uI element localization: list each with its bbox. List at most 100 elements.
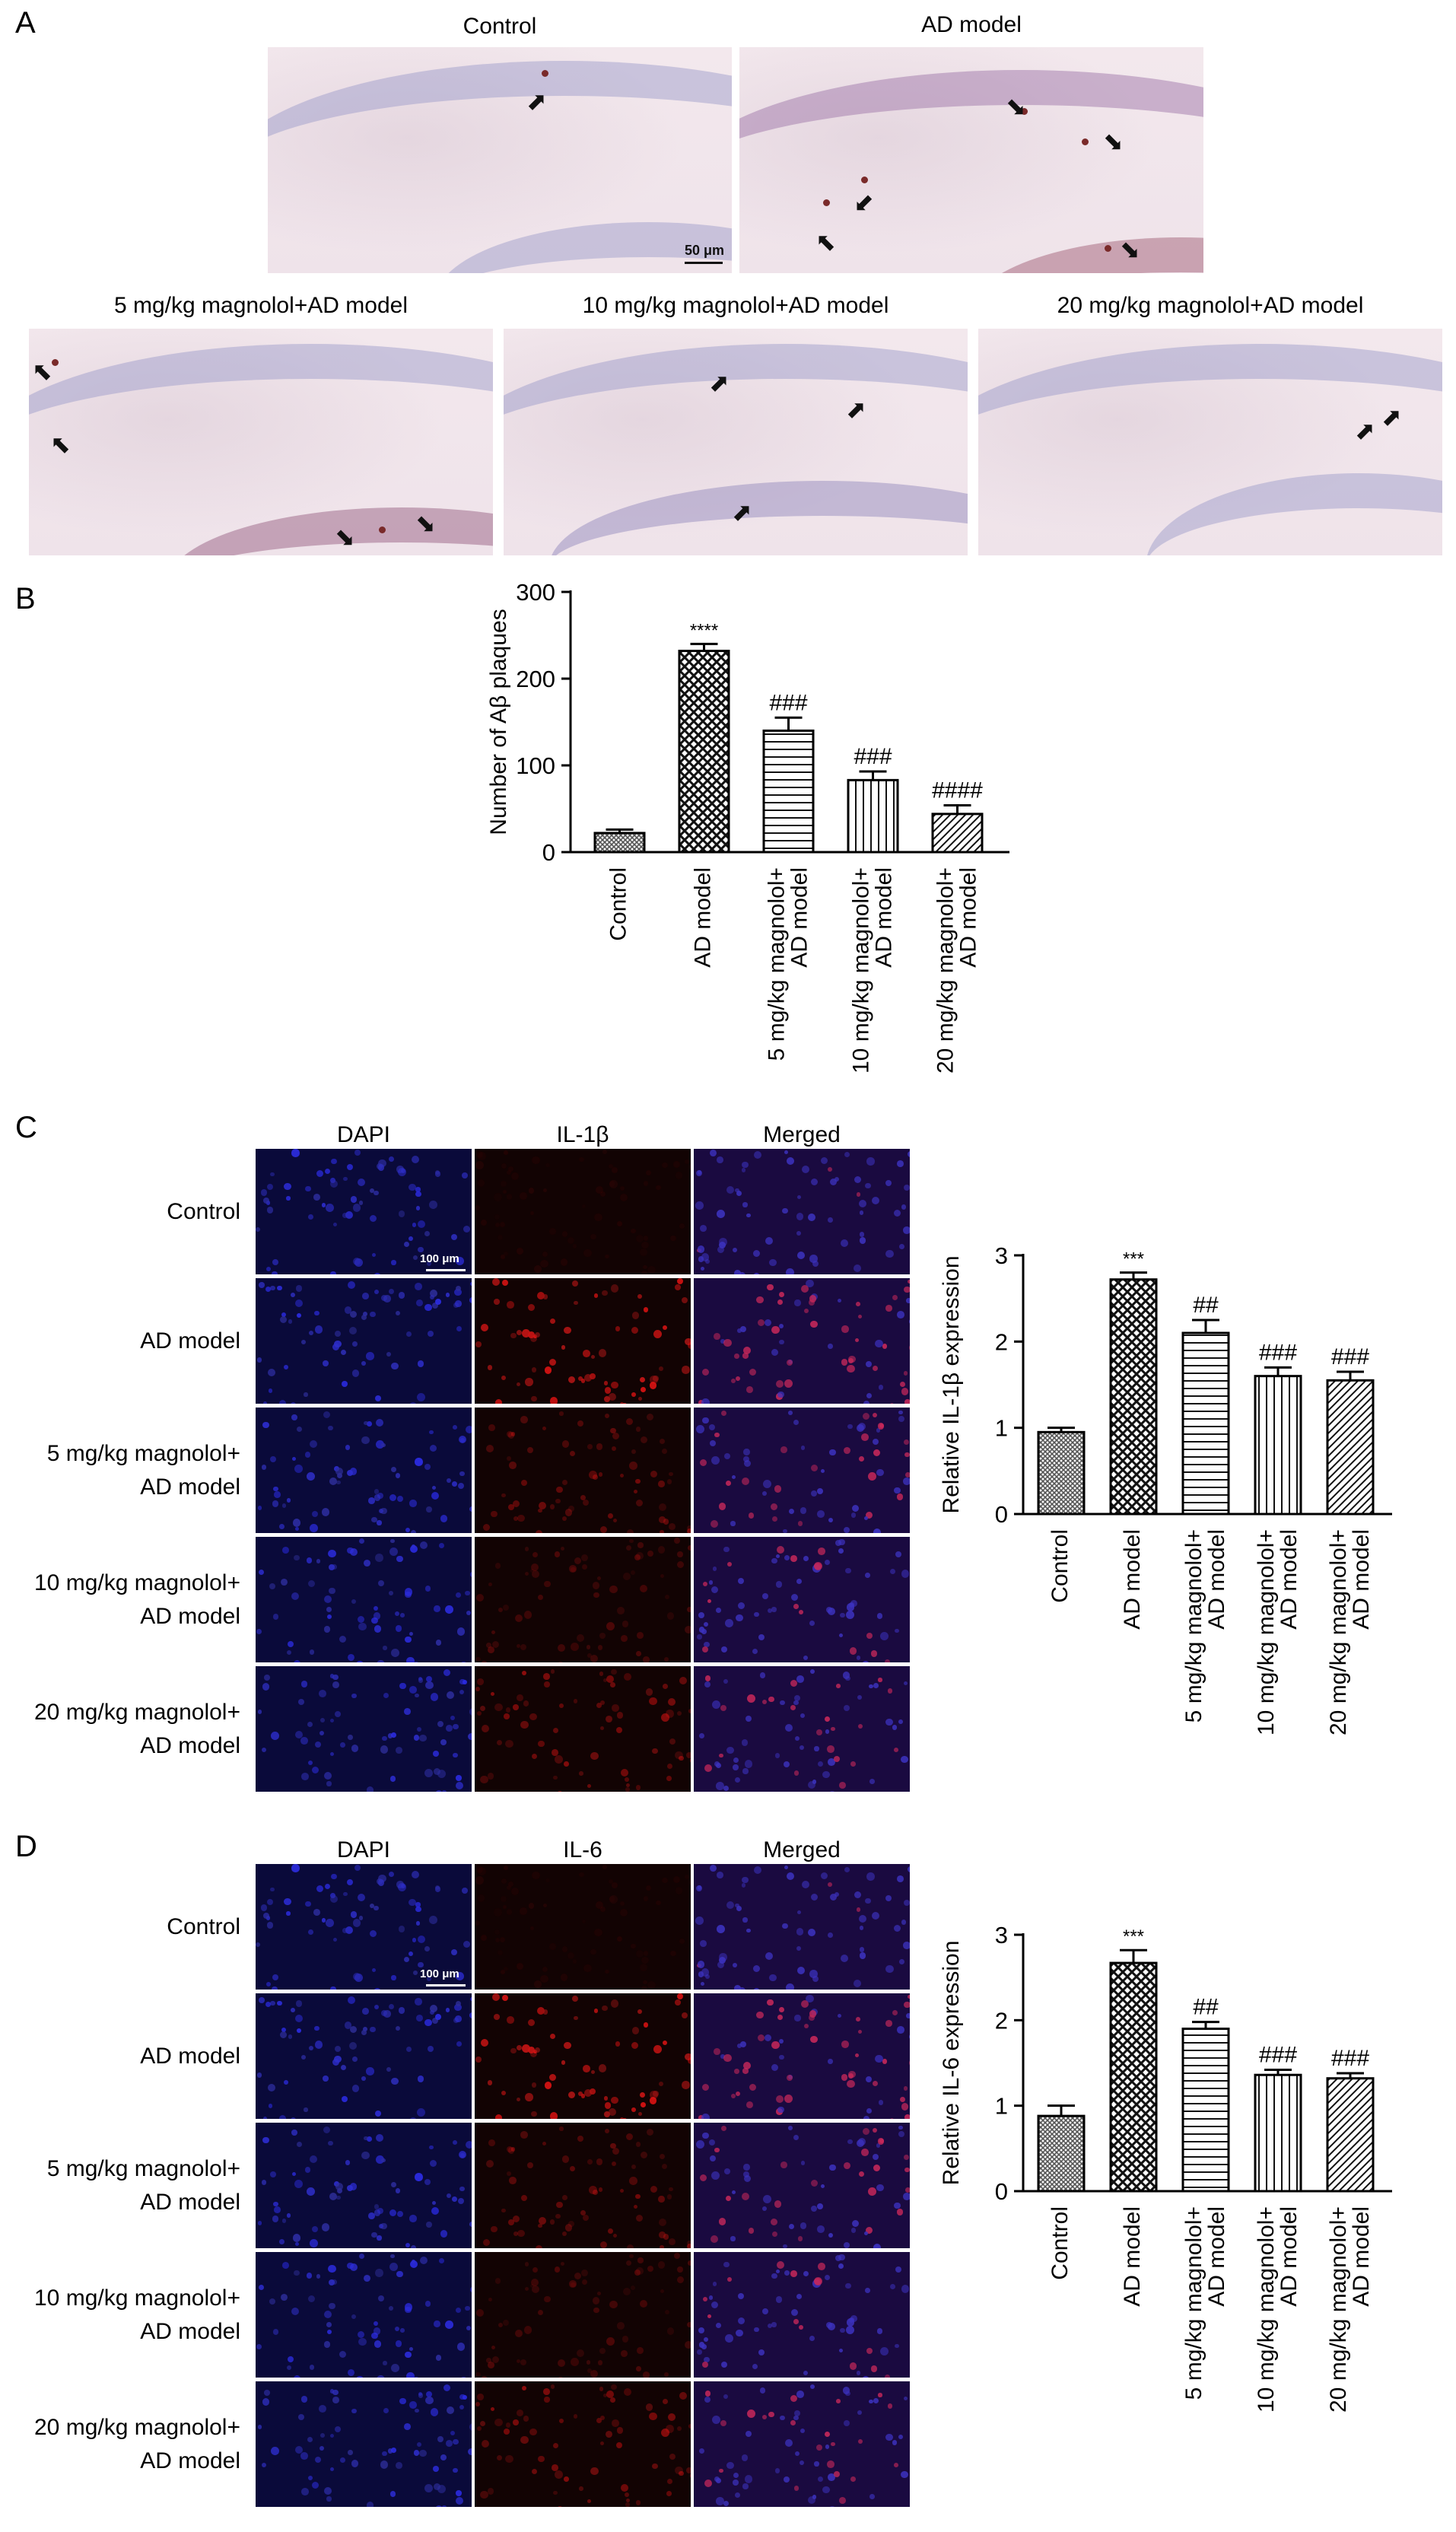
y-tick-label: 1 (995, 2093, 1008, 2120)
panel-label-a: A (15, 6, 36, 40)
chart-c: 0 1 2 3 Relative IL-1β expression Control *** A… (939, 1242, 1392, 1735)
y-axis-label: Relative IL-1β expression (939, 1255, 964, 1513)
y-tick-label: 0 (995, 1501, 1008, 1528)
panel-c-row-label: 5 mg/kg magnolol+ AD model (15, 1437, 240, 1504)
panel-d-row-label-line: AD model (140, 2448, 240, 2473)
panel-a-title-5mg: 5 mg/kg magnolol+AD model (113, 293, 409, 318)
panel-c-row-label: 10 mg/kg magnolol+ AD model (15, 1567, 240, 1633)
panel-c-image-dapi: 100 μm (256, 1149, 472, 1274)
panel-c-image-red (475, 1537, 691, 1662)
y-tick-label: 3 (995, 1242, 1008, 1269)
panel-d-image-merged (694, 2381, 910, 2507)
panel-c-image-dapi (256, 1278, 472, 1404)
panel-d-row-label-line: 5 mg/kg magnolol+ (46, 2155, 240, 2181)
panel-c-row-label-line: 20 mg/kg magnolol+ (34, 1699, 240, 1725)
x-tick-label: AD model (1120, 2206, 1145, 2307)
bar (1254, 1375, 1302, 1516)
scale-bar-label: 100 μm (420, 1967, 459, 1980)
arrow-icon: ⬊ (415, 510, 436, 537)
arrow-icon: ⬈ (846, 396, 866, 423)
panel-a-image-ad-model: ⬊ ⬊ ⬋ ⬉ ⬊ (739, 47, 1203, 273)
arrow-icon: ⬉ (50, 431, 71, 458)
panel-d-row-label: Control (15, 1910, 240, 1944)
arrow-icon: ⬊ (1103, 128, 1124, 155)
y-tick-label: 300 (516, 579, 555, 606)
chart-d: 0 1 2 3 Relative IL-6 expression Control *** AD… (939, 1922, 1392, 2413)
panel-label-d: D (15, 1830, 37, 1863)
panel-d-row-label-line: AD model (140, 2043, 240, 2069)
scale-bar (685, 262, 723, 264)
x-tick-label: 20 mg/kg magnolol+AD model (933, 867, 981, 1074)
arrow-icon: ⬊ (1006, 93, 1026, 120)
panel-d-image-merged (694, 1864, 910, 1990)
bar (1037, 1430, 1086, 1516)
panel-c-row-label-line: AD model (140, 1328, 240, 1353)
panel-d-row-label-line: Control (167, 1913, 240, 1939)
bar (1181, 2028, 1230, 2193)
arrow-icon: ⬈ (1355, 417, 1375, 444)
panel-c-row-label-line: 10 mg/kg magnolol+ (34, 1570, 240, 1595)
panel-c-row-label: Control (15, 1195, 240, 1229)
scale-bar (426, 1984, 466, 1986)
y-axis-label: Relative IL-6 expression (939, 1941, 964, 2186)
significance-label: ### (1259, 1340, 1297, 1365)
panel-d-image-dapi (256, 1993, 472, 2119)
x-tick-label: 10 mg/kg magnolol+AD model (1254, 2206, 1302, 2413)
panel-d-row-label-line: AD model (140, 2189, 240, 2215)
significance-label: ### (1331, 2046, 1369, 2071)
panel-d-image-red (475, 2252, 691, 2378)
panel-d-image-merged (694, 2252, 910, 2378)
arrow-icon: ⬉ (32, 358, 52, 385)
x-tick-label: 5 mg/kg magnolol+AD model (765, 867, 812, 1061)
panel-c-image-red (475, 1278, 691, 1404)
panel-c-image-red (475, 1408, 691, 1533)
panel-a-image-5mg: ⬉ ⬉ ⬊ ⬊ (29, 329, 493, 555)
y-tick-label: 0 (542, 839, 555, 866)
panel-c-image-red (475, 1666, 691, 1792)
y-tick-label: 2 (995, 1328, 1008, 1355)
significance-label: ### (1259, 2042, 1297, 2067)
panel-c-row-label-line: AD model (140, 1732, 240, 1758)
bar (1037, 2114, 1086, 2193)
bar (1254, 2073, 1302, 2193)
arrow-icon: ⬈ (526, 87, 547, 115)
x-tick-label: 10 mg/kg magnolol+AD model (849, 867, 897, 1074)
panel-c-row-label: 20 mg/kg magnolol+ AD model (15, 1696, 240, 1763)
significance-label: ## (1193, 1293, 1219, 1318)
panel-a-image-control: ⬈ 50 μm (268, 47, 732, 273)
significance-label: ### (1331, 1344, 1369, 1369)
panel-d-col-title-il6: IL-6 (563, 1837, 602, 1862)
panel-c-row-label-line: AD model (140, 1474, 240, 1500)
scale-bar (426, 1269, 466, 1271)
significance-label: #### (932, 778, 983, 803)
x-tick-label: 20 mg/kg magnolol+AD model (1326, 2206, 1374, 2413)
panel-d-row-label: 5 mg/kg magnolol+ AD model (15, 2152, 240, 2219)
panel-d-image-dapi: 100 μm (256, 1864, 472, 1990)
x-tick-label: 20 mg/kg magnolol+AD model (1326, 1529, 1374, 1735)
x-tick-label: Control (1047, 1529, 1073, 1603)
significance-label: ### (769, 690, 807, 715)
panel-c-col-title-merged: Merged (763, 1122, 841, 1147)
panel-d-image-dapi (256, 2123, 472, 2248)
panel-c-row-label-line: Control (167, 1198, 240, 1224)
x-tick-label: 10 mg/kg magnolol+AD model (1254, 1529, 1302, 1735)
arrow-icon: ⬊ (335, 523, 355, 551)
bar (847, 778, 899, 854)
scale-bar-label: 100 μm (420, 1252, 459, 1265)
x-tick-label: 5 mg/kg magnolol+AD model (1181, 2206, 1229, 2400)
panel-d-image-dapi (256, 2381, 472, 2507)
panel-label-b: B (15, 582, 36, 616)
panel-d-row-label-line: 10 mg/kg magnolol+ (34, 2285, 240, 2311)
panel-a-image-20mg: ⬈ ⬈ (978, 329, 1442, 555)
bar (1109, 1961, 1158, 2193)
panel-c-image-merged (694, 1278, 910, 1404)
panel-a-image-10mg: ⬈ ⬈ ⬈ (504, 329, 968, 555)
panel-c-col-title-dapi: DAPI (336, 1122, 391, 1147)
significance-label: ## (1193, 1995, 1219, 2020)
arrow-icon: ⬈ (709, 369, 730, 396)
arrow-icon: ⬋ (854, 189, 874, 216)
panel-a-title-10mg: 10 mg/kg magnolol+AD model (582, 293, 889, 318)
panel-c-image-merged (694, 1666, 910, 1792)
arrow-icon: ⬊ (1120, 236, 1140, 263)
